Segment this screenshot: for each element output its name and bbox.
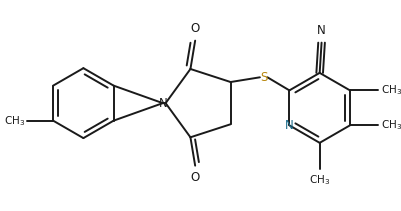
Text: N: N (317, 24, 326, 37)
Text: CH$_3$: CH$_3$ (309, 173, 330, 187)
Text: CH$_3$: CH$_3$ (4, 114, 25, 127)
Text: CH$_3$: CH$_3$ (381, 118, 401, 132)
Text: O: O (190, 22, 200, 35)
Text: N: N (285, 119, 294, 132)
Text: S: S (260, 71, 267, 84)
Text: CH$_3$: CH$_3$ (381, 84, 401, 97)
Text: N: N (158, 97, 167, 110)
Text: O: O (190, 171, 200, 184)
